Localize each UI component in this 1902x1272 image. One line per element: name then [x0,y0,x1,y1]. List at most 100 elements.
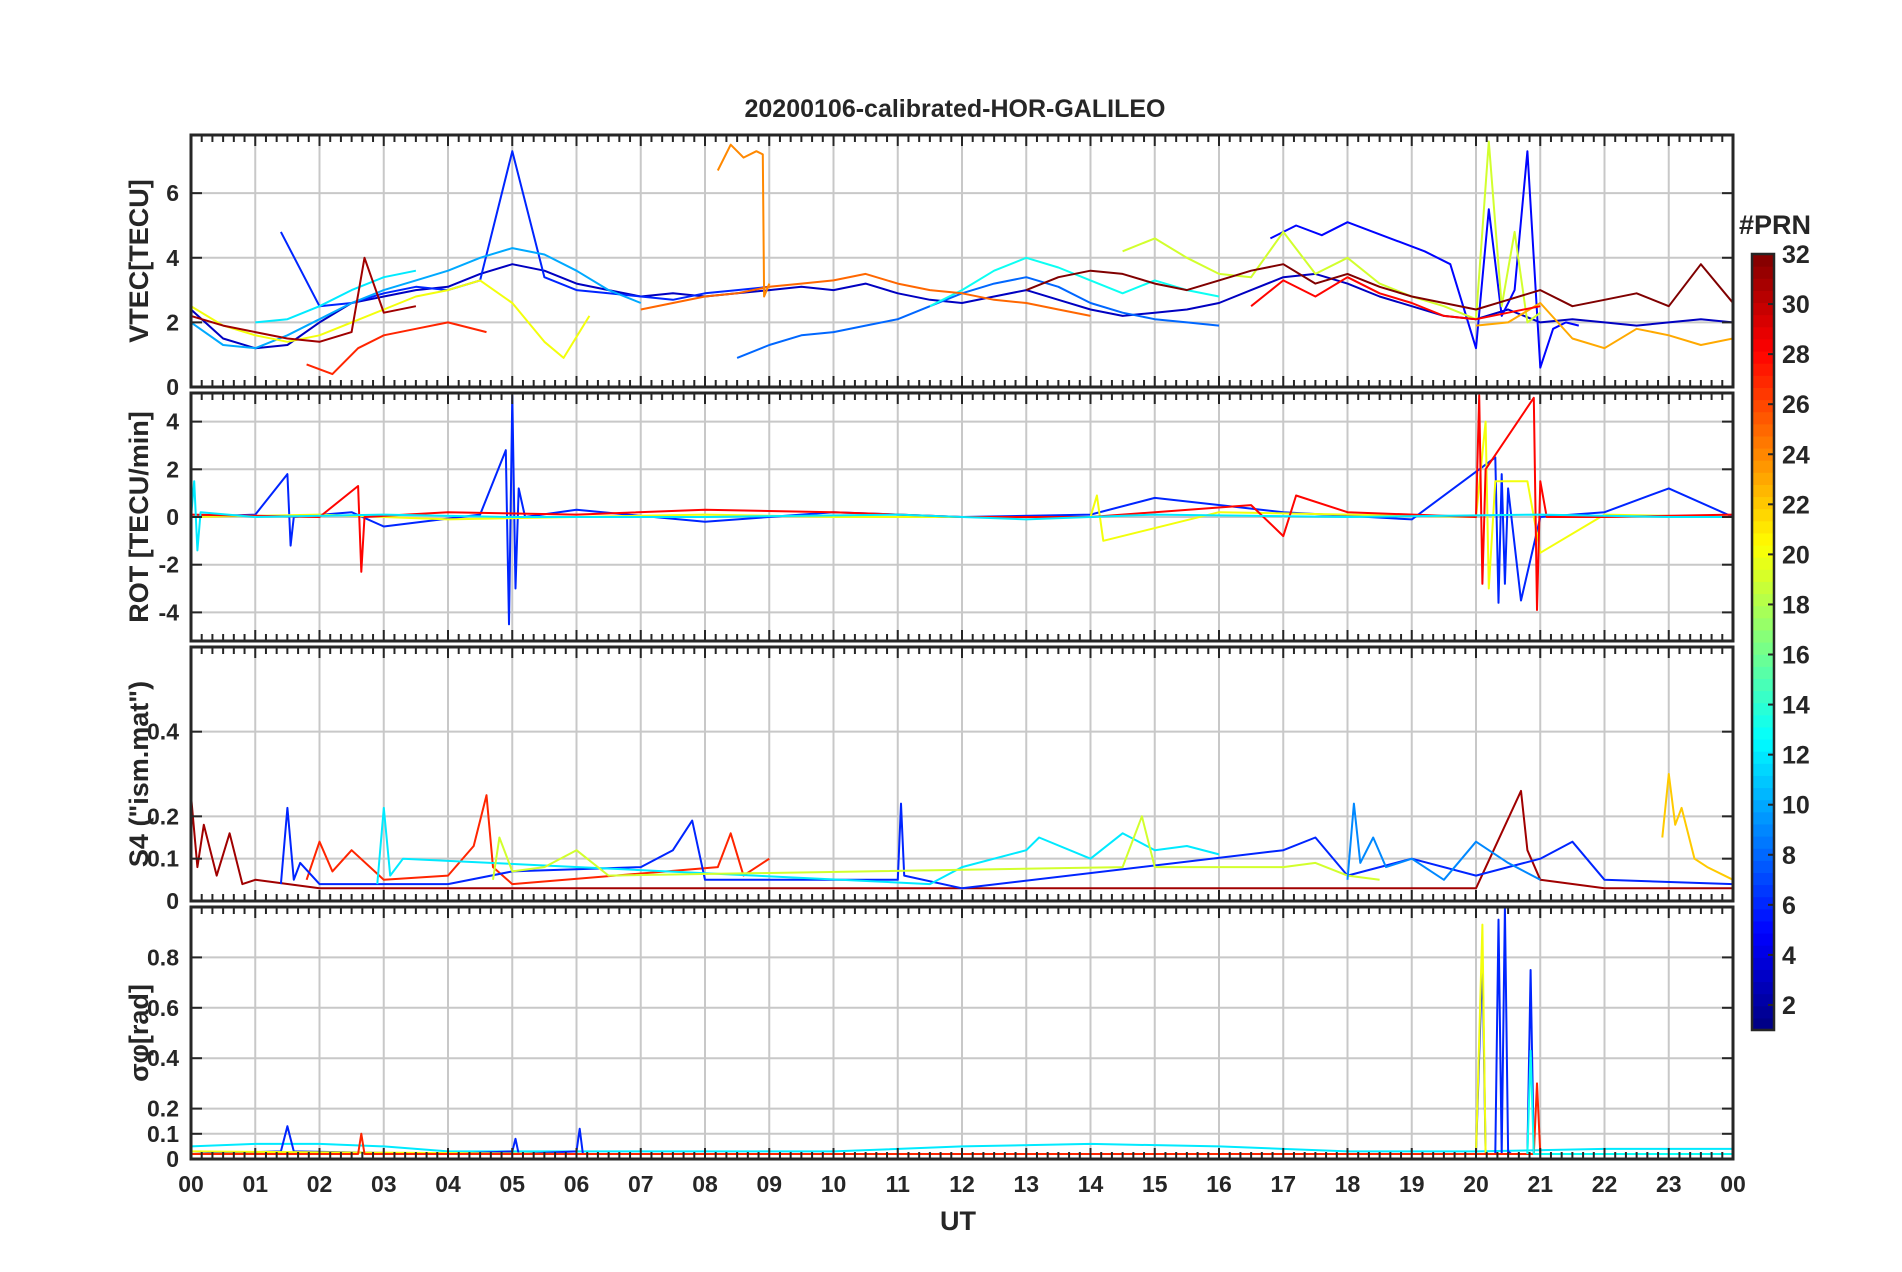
colorbar-tick-label: 12 [1782,742,1810,770]
colorbar-segment [1752,314,1774,328]
colorbar-tick-label: 8 [1782,842,1796,870]
colorbar-segment [1752,278,1774,291]
y-tick-label: 0.4 [147,1045,179,1071]
colorbar-title: #PRN [1739,210,1811,240]
y-tick-label: 2 [166,309,179,335]
x-tick-label: 08 [692,1171,718,1197]
x-ticks [190,647,1734,901]
y-tick-label: -2 [159,552,179,578]
y-tick-label: 0.4 [147,719,179,745]
colorbar-tick-label: 10 [1782,792,1810,820]
colorbar-segment [1752,411,1774,425]
y-tick-label: 0.1 [147,1121,179,1147]
colorbar-segment [1752,387,1774,401]
series-prn-28 [191,394,1733,611]
colorbar-segment [1752,751,1774,764]
x-tick-label: 17 [1270,1171,1296,1197]
colorbar-segment [1752,884,1774,898]
series-prn-19 [1122,140,1541,324]
series-prn-9 [1346,802,1541,881]
colorbar-segment [1752,508,1774,522]
colorbar-segment [1752,629,1774,643]
colorbar-segment [1752,363,1774,376]
chart-title: 20200106-calibrated-HOR-GALILEO [745,95,1166,123]
panel-s4: 0 0.1 0.2 0.4S4 ("ism.mat") [124,645,1735,914]
series-prn-22 [1661,773,1733,881]
colorbar-segment [1752,775,1774,789]
x-tick-label: 19 [1399,1171,1425,1197]
colorbar-segment [1752,484,1774,498]
colorbar-segment [1752,739,1774,752]
colorbar-segment [1752,617,1774,631]
colorbar-segment [1752,642,1774,655]
colorbar-segment [1752,351,1774,364]
x-tick-label: 23 [1656,1171,1682,1197]
x-tick-label: 13 [1013,1171,1039,1197]
colorbar-segment [1752,726,1774,740]
x-ticks [190,393,1734,641]
x-tick-labels: 00 01 02 03 04 05 06 07 08 09 10 11 12 13 14 15 16 17 18 19… [178,1171,1746,1197]
colorbar-frame [1750,252,1776,1032]
y-tick-label: 2 [166,456,179,482]
colorbar-segment [1752,823,1774,837]
series-prn-32 [1025,263,1733,311]
colorbar-segment [1752,908,1774,922]
series-prn-27 [305,794,770,886]
series-prn-31 [191,256,417,343]
x-tick-label: 03 [371,1171,397,1197]
colorbar-tick-label: 14 [1782,692,1810,720]
series-prn-8 [736,276,1220,359]
series-prn-24 [716,143,771,298]
x-tick-label: 22 [1592,1171,1618,1197]
series-prn-12 [255,269,417,324]
colorbar-segment [1752,375,1774,388]
series-prn-6 [279,802,1733,890]
x-ticks [190,907,1734,1159]
colorbar-tick-label: 22 [1782,491,1810,519]
colorbar-segment [1752,593,1774,607]
colorbar-segment [1752,254,1774,267]
colorbar-tick-label: 28 [1782,341,1810,369]
series-prn-28 [1250,276,1541,321]
y-axis-label-vtec: VTEC[TECU] [124,179,154,343]
x-tick-label: 05 [499,1171,525,1197]
series-prn-12 [376,806,1220,886]
x-tick-label: 14 [1078,1171,1104,1197]
y-tick-label: 0.6 [147,995,179,1021]
colorbar-segment [1752,399,1774,413]
x-tick-label: 02 [307,1171,333,1197]
colorbar-segment [1752,969,1774,983]
series-group [191,773,1733,890]
series-prn-23 [1475,302,1733,350]
x-tick-label: 20 [1463,1171,1489,1197]
colorbar-segment [1752,702,1774,716]
x-tick-label: 21 [1527,1171,1553,1197]
colorbar-tick-label: 26 [1782,391,1810,419]
colorbar-segment [1752,1005,1774,1019]
y-tick-label: 0.1 [147,846,179,872]
y-tick-label: 0.2 [147,1096,179,1122]
series-prn-20 [191,279,591,359]
y-tick-label: 0.2 [147,803,179,829]
colorbar-segment [1752,1017,1774,1031]
colorbar-segment [1752,266,1774,279]
colorbar-segment [1752,896,1774,910]
colorbar-segment [1752,714,1774,728]
colorbar-segment [1752,872,1774,886]
colorbar-tick-label: 4 [1782,942,1796,970]
series-prn-5 [1269,150,1580,369]
colorbar-segment [1752,957,1774,970]
colorbar-segment [1752,763,1774,776]
x-tick-label: 09 [756,1171,782,1197]
colorbar-segment [1752,302,1774,316]
series-prn-27 [306,321,487,376]
colorbar-tick-label: 2 [1782,992,1796,1020]
colorbar-segment [1752,993,1774,1007]
colorbar-segment [1752,666,1774,679]
colorbar-segment [1752,678,1774,692]
x-tick-label: 11 [886,1171,911,1197]
colorbar-tick-label: 24 [1782,441,1810,469]
